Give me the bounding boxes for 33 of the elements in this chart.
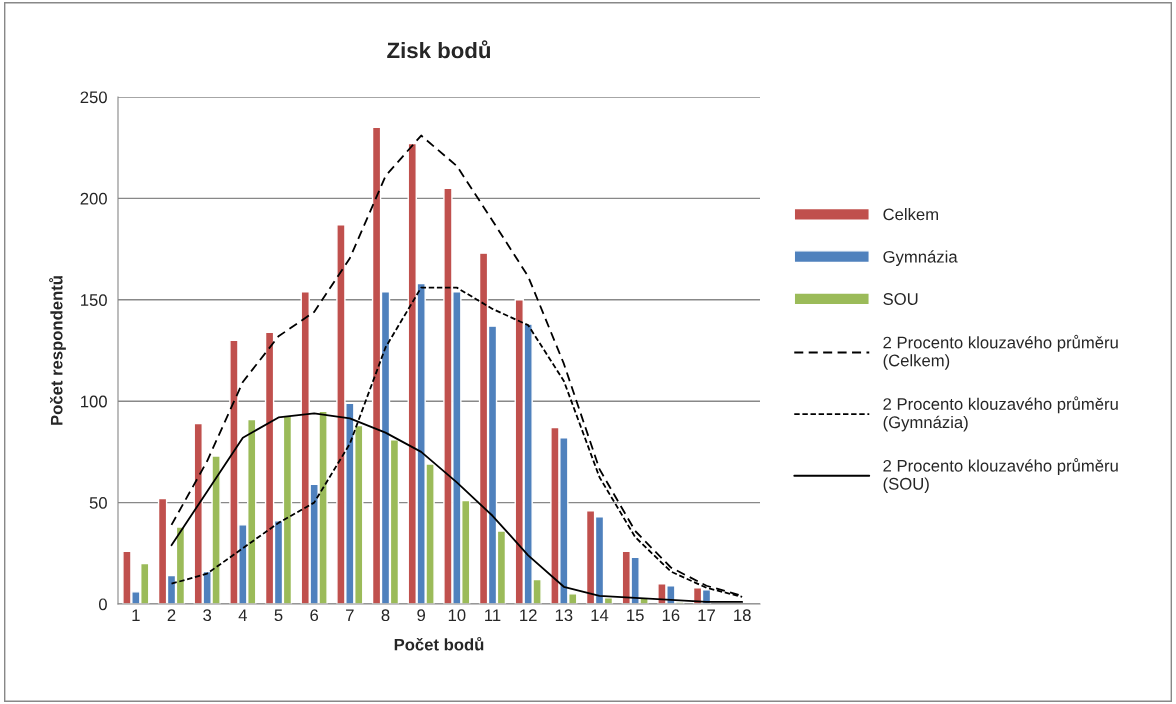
- chart-title: Zisk bodů: [387, 40, 491, 59]
- x-tick-label: 7: [346, 609, 354, 621]
- x-tick-label: 17: [698, 609, 715, 621]
- x-tick-label: 12: [520, 609, 537, 621]
- x-tick-label: 16: [662, 609, 680, 622]
- y-axis-title: Počet respondentů: [49, 276, 66, 425]
- x-tick-label: 6: [310, 609, 319, 622]
- x-tick-label: 5: [274, 609, 283, 622]
- x-tick-label: 13: [555, 609, 573, 622]
- x-tick-label: 10: [448, 609, 466, 622]
- x-tick-label: 3: [203, 609, 212, 622]
- x-tick-label: 2: [167, 609, 176, 621]
- legend-label: 2 Procento klouzavého průměru (SOU): [883, 458, 1118, 493]
- legend-label: SOU: [883, 293, 918, 305]
- legend-label: 2 Procento klouzavého průměru (Celkem): [883, 334, 1118, 370]
- y-tick-label: 0: [98, 598, 107, 611]
- y-tick-label: 250: [80, 91, 107, 104]
- x-tick-label: 11: [485, 609, 501, 621]
- x-tick-label: 18: [734, 609, 751, 622]
- x-tick-label: 15: [627, 609, 644, 622]
- x-tick-label: 4: [238, 609, 247, 621]
- x-axis-title: Počet bodů: [394, 636, 484, 651]
- y-tick-label: 50: [89, 497, 107, 509]
- x-tick-label: 9: [417, 609, 426, 622]
- x-tick-label: 14: [591, 609, 609, 621]
- x-tick-label: 8: [381, 609, 390, 622]
- legend-label: 2 Procento klouzavého průměru (Gymnázia): [883, 396, 1118, 432]
- y-tick-label: 200: [80, 192, 107, 205]
- legend-label: Gymnázia: [883, 250, 958, 266]
- y-tick-label: 100: [81, 395, 107, 408]
- legend-label: Celkem: [883, 208, 938, 221]
- y-tick-label: 150: [81, 294, 107, 306]
- x-tick-label: 1: [132, 609, 140, 621]
